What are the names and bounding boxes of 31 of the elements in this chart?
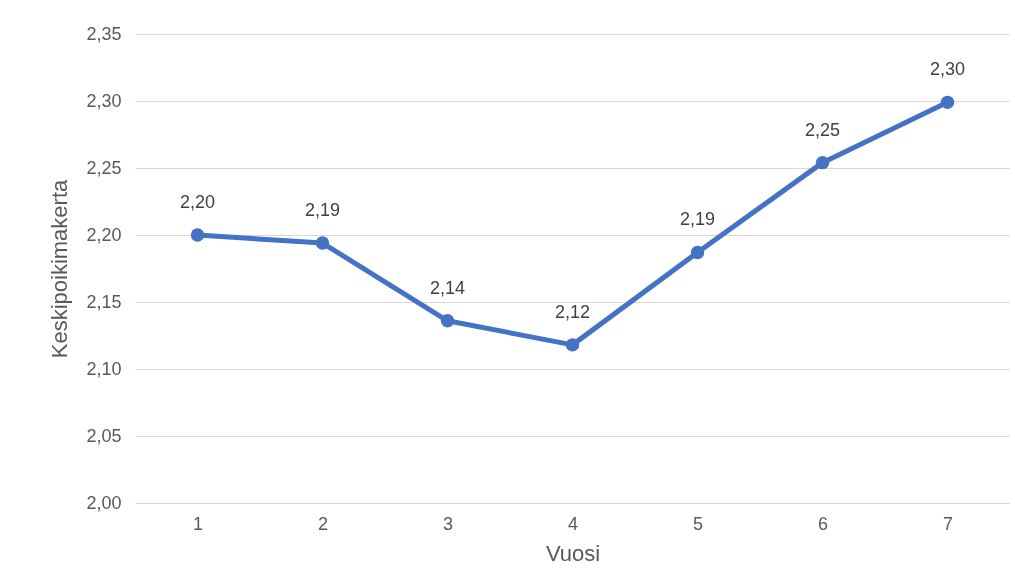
point: [565, 338, 580, 352]
x-tick-label: 4: [567, 513, 579, 534]
data-label: 2,19: [679, 209, 716, 230]
y-axis-title: Keskipoikimakerta: [47, 178, 73, 359]
y-tick-label: 2,15: [86, 291, 122, 312]
y-tick-label: 2,30: [86, 90, 122, 111]
y-tick-label: 2,00: [86, 492, 122, 513]
data-label: 2,14: [429, 277, 466, 298]
y-tick-label: 2,25: [86, 157, 122, 178]
data-label: 2,25: [804, 119, 841, 140]
x-tick-label: 6: [817, 513, 829, 534]
point: [190, 228, 205, 242]
y-tick-label: 2,20: [86, 224, 122, 245]
x-tick-label: 7: [942, 513, 954, 534]
point: [815, 155, 830, 170]
y-tick-label: 2,05: [86, 425, 122, 446]
point: [940, 95, 955, 110]
y-tick-label: 2,10: [86, 358, 122, 379]
data-label: 2,30: [929, 59, 966, 80]
point: [690, 245, 705, 260]
y-tick-label: 2,35: [86, 23, 122, 44]
point: [315, 236, 330, 250]
data-label: 2,12: [554, 301, 591, 322]
point: [440, 314, 455, 328]
x-tick-label: 3: [442, 513, 454, 534]
data-label: 2,20: [179, 192, 216, 212]
x-tick-label: 1: [192, 513, 204, 534]
x-axis-title: Vuosi: [545, 540, 601, 566]
x-tick-label: 5: [692, 513, 704, 534]
data-label: 2,19: [304, 200, 341, 221]
x-tick-label: 2: [317, 513, 329, 534]
